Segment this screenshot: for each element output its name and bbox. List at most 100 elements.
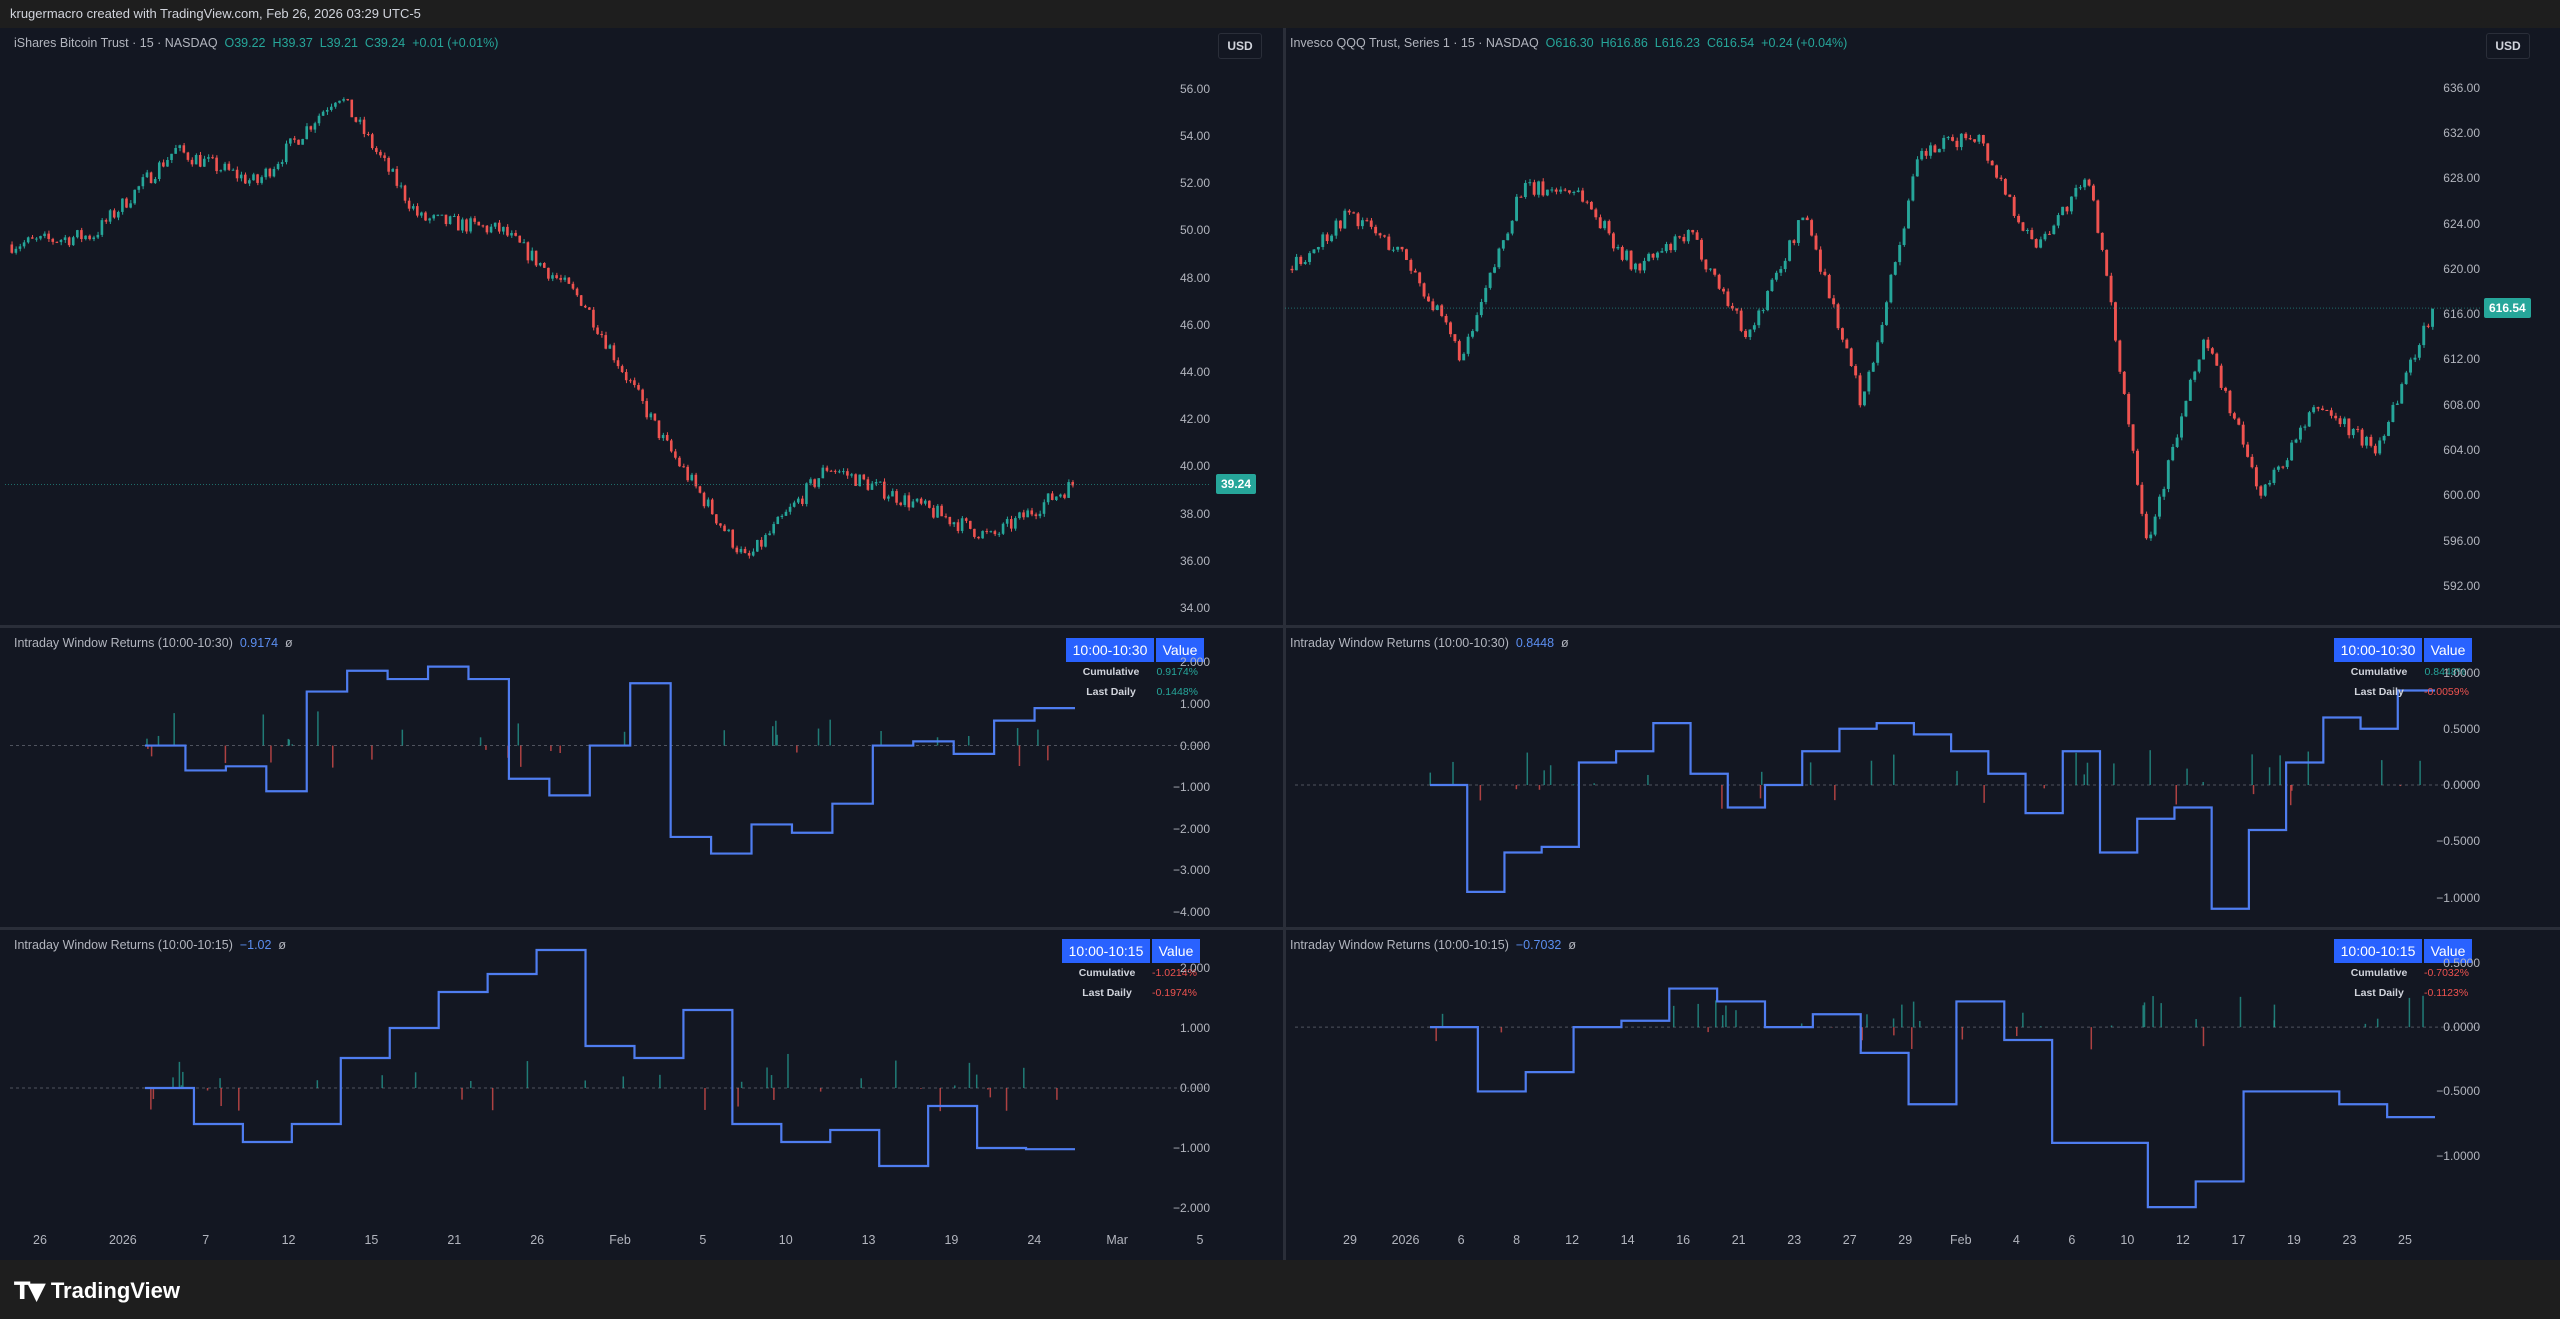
- candle: [125, 198, 128, 208]
- candle: [1501, 240, 1505, 249]
- candle: [1801, 217, 1805, 221]
- right-symbol[interactable]: Invesco QQQ Trust, Series 1 · 15 · NASDA…: [1290, 36, 1539, 50]
- y-tick-label: 612.00: [2443, 352, 2480, 367]
- return-step-line: [1430, 689, 2435, 910]
- candle: [227, 163, 231, 170]
- candle: [14, 248, 18, 253]
- candle: [530, 250, 534, 261]
- pane-separator[interactable]: [1286, 927, 2560, 930]
- candle: [2391, 404, 2395, 422]
- pane-separator[interactable]: [0, 625, 1283, 628]
- candle: [1647, 253, 1651, 261]
- candle: [2259, 486, 2263, 496]
- candle: [452, 216, 456, 218]
- candle: [571, 283, 575, 289]
- candle: [1532, 182, 1536, 195]
- candle: [1893, 262, 1897, 275]
- candle: [543, 262, 546, 268]
- table-row-value: 0.1448%: [1156, 686, 1198, 698]
- candle: [1805, 217, 1809, 221]
- candle: [481, 225, 485, 227]
- left-symbol[interactable]: iShares Bitcoin Trust · 15 · NASDAQ: [14, 36, 218, 50]
- candle: [1545, 189, 1549, 196]
- candle: [2175, 437, 2179, 447]
- candle: [1951, 137, 1954, 141]
- candle: [1761, 310, 1765, 312]
- footer-bar: T▼ TradingView: [0, 1260, 2560, 1319]
- candle: [1352, 212, 1356, 214]
- candle: [796, 498, 800, 503]
- candle: [1611, 233, 1615, 249]
- pane-separator[interactable]: [1286, 625, 2560, 628]
- table-header-value: Value: [1152, 939, 1200, 963]
- candle: [702, 492, 706, 507]
- left-currency-button[interactable]: USD: [1218, 33, 1262, 59]
- candle: [1378, 233, 1382, 236]
- right-currency-button[interactable]: USD: [2486, 33, 2530, 59]
- candle: [674, 451, 677, 458]
- left-ind1-title[interactable]: Intraday Window Returns (10:00-10:30): [14, 636, 233, 650]
- left-ind2-legend: Intraday Window Returns (10:00-10:15) −1…: [14, 938, 286, 952]
- candle: [1700, 239, 1703, 260]
- candle: [96, 234, 100, 238]
- candle: [2237, 418, 2241, 425]
- left-ind2-title[interactable]: Intraday Window Returns (10:00-10:15): [14, 938, 233, 952]
- candle: [559, 278, 562, 280]
- candle: [1589, 201, 1593, 210]
- candle: [2347, 418, 2351, 436]
- candle: [1722, 288, 1725, 292]
- candle: [2162, 488, 2166, 497]
- pane-separator[interactable]: [0, 927, 1283, 930]
- candle: [2334, 415, 2338, 419]
- candle: [801, 498, 804, 504]
- candle: [743, 548, 747, 554]
- candle: [358, 119, 362, 122]
- candle: [121, 198, 124, 212]
- candle: [342, 99, 345, 101]
- x-date-label: Feb: [1950, 1233, 1972, 1247]
- table-header-value: Value: [1156, 638, 1204, 662]
- candle: [2387, 421, 2390, 436]
- candle: [1620, 247, 1624, 260]
- candle: [1968, 138, 1972, 140]
- candle: [645, 401, 648, 418]
- candle: [1303, 261, 1307, 264]
- candle: [1990, 160, 1994, 166]
- candle: [162, 162, 165, 167]
- candle: [784, 511, 788, 516]
- candle: [43, 233, 46, 237]
- candle: [1034, 514, 1038, 517]
- candle: [2290, 442, 2294, 461]
- candle: [1422, 283, 1426, 297]
- y-tick-label: −2.000: [1172, 821, 1210, 836]
- right-ind1-title[interactable]: Intraday Window Returns (10:00-10:30): [1290, 636, 1509, 650]
- candle: [1770, 279, 1774, 292]
- candle: [727, 529, 730, 532]
- candle: [1567, 190, 1571, 193]
- candle: [1014, 518, 1017, 529]
- candle: [624, 372, 628, 381]
- candle: [1673, 236, 1677, 251]
- candle: [289, 138, 292, 144]
- right-ind2-title[interactable]: Intraday Window Returns (10:00-10:15): [1290, 938, 1509, 952]
- candle: [2241, 424, 2245, 445]
- candle: [2400, 384, 2404, 404]
- candle: [1915, 159, 1919, 177]
- table-row-value: -0.0059%: [2424, 686, 2469, 698]
- left-ind1-legend: Intraday Window Returns (10:00-10:30) 0.…: [14, 636, 293, 650]
- candle: [493, 222, 497, 227]
- tradingview-logo[interactable]: T▼ TradingView: [14, 1277, 180, 1305]
- candle: [129, 203, 132, 208]
- x-date-label: 7: [202, 1233, 210, 1247]
- candle: [485, 225, 489, 233]
- candle: [1889, 274, 1893, 303]
- candle: [395, 169, 399, 186]
- candle: [817, 478, 821, 487]
- candle: [1338, 220, 1342, 229]
- candle: [2382, 435, 2386, 441]
- candle: [1788, 240, 1792, 261]
- y-tick-label: 0.5000: [2443, 955, 2480, 970]
- candle: [1924, 150, 1928, 156]
- candle: [1933, 145, 1937, 153]
